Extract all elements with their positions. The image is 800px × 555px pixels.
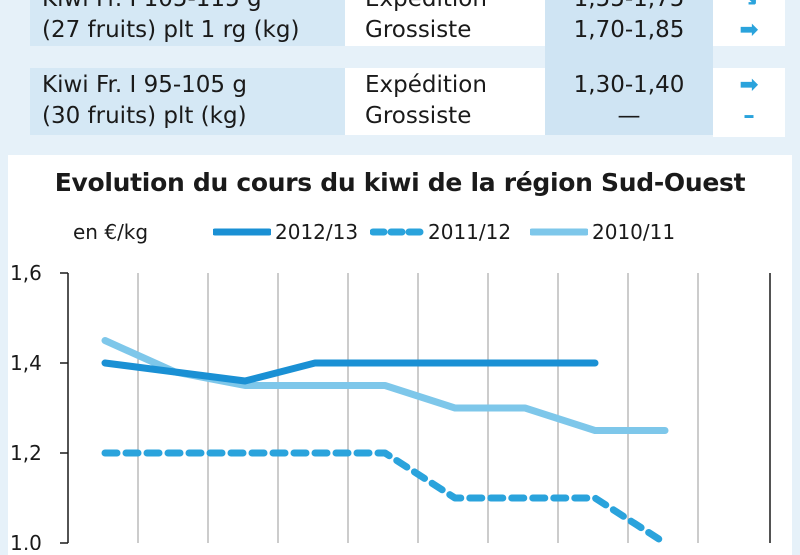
chart-title: Evolution du cours du kiwi de la région … <box>54 168 746 197</box>
price-value: — <box>617 103 641 129</box>
price-column-bg <box>545 0 713 135</box>
arrow-right-icon: ➡ <box>739 17 759 43</box>
arrow-down-right-icon: ↘ <box>713 0 785 15</box>
legend-swatch <box>530 228 588 236</box>
stage-cell: Expédition Grossiste <box>345 0 545 46</box>
legend-swatch <box>213 228 271 236</box>
product-line: Kiwi Fr. I 105-115 g <box>42 0 345 15</box>
stage-label: Grossiste <box>365 17 472 43</box>
product-line: (27 fruits) plt 1 rg (kg) <box>42 17 300 43</box>
product-line: (30 fruits) plt (kg) <box>42 103 247 129</box>
legend-item: 2012/13 <box>213 220 358 244</box>
series-lines <box>101 337 669 547</box>
series-line-2010-11 <box>101 337 669 434</box>
y-tick-label: 1,4 <box>10 351 42 375</box>
product-cell: Kiwi Fr. I 95-105 g (30 fruits) plt (kg) <box>30 68 345 135</box>
y-tick-label: 1,0 <box>10 531 42 550</box>
stage-label: Expédition <box>365 0 545 15</box>
plot-frame <box>67 273 771 543</box>
arrow-right-icon: ➡ <box>739 72 759 98</box>
legend-item: 2011/12 <box>370 220 511 244</box>
stage-label: Grossiste <box>365 103 472 129</box>
series-line-2012-13 <box>101 359 599 385</box>
grid <box>67 273 771 543</box>
stage-cell: Expédition Grossiste <box>345 68 545 135</box>
trend-cell: ➡ – <box>713 68 785 137</box>
dash-icon: – <box>743 103 755 129</box>
legend-label: 2011/12 <box>428 220 512 244</box>
price-value: 1,55-1,75 <box>545 0 713 15</box>
trend-cell: ↘ ➡ <box>713 0 785 46</box>
stage-label: Expédition <box>365 72 487 98</box>
price-cell: 1,55-1,75 1,70-1,85 <box>545 0 713 46</box>
price-table: Kiwi Fr. I 105-115 g (27 fruits) plt 1 r… <box>0 0 800 145</box>
legend-label: 2010/11 <box>592 220 676 244</box>
price-cell: 1,30-1,40 — <box>545 68 713 137</box>
y-axis: 1,6 1,4 1,2 1,0 <box>10 261 68 550</box>
series-line-2011-12 <box>101 449 669 547</box>
legend-swatch <box>370 228 424 236</box>
product-cell: Kiwi Fr. I 105-115 g (27 fruits) plt 1 r… <box>30 0 345 46</box>
price-value: 1,70-1,85 <box>573 17 685 43</box>
legend-item: 2010/11 <box>530 220 675 244</box>
y-tick-label: 1,2 <box>10 441 42 465</box>
y-axis-unit: en €/kg <box>73 220 149 244</box>
legend-label: 2012/13 <box>275 220 359 244</box>
price-value: 1,30-1,40 <box>573 72 685 98</box>
product-line: Kiwi Fr. I 95-105 g <box>42 72 247 98</box>
y-tick-label: 1,6 <box>10 261 42 285</box>
